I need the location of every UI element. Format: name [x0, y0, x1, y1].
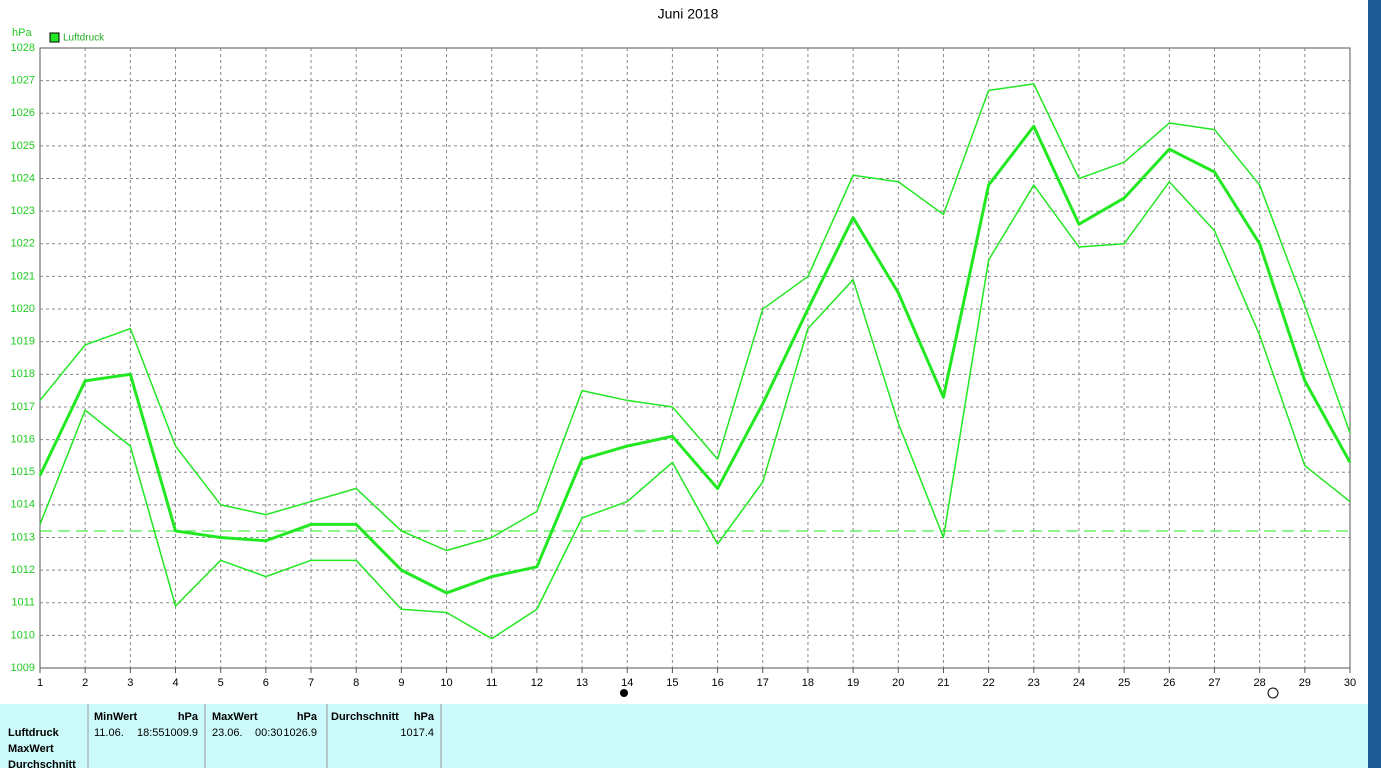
y-tick-label: 1014: [11, 499, 35, 511]
x-tick-label: 19: [847, 677, 859, 689]
x-tick-label: 4: [172, 677, 178, 689]
column-unit: hPa: [414, 711, 435, 723]
x-tick-label: 30: [1344, 677, 1356, 689]
cell-value: 1009.9: [164, 727, 198, 739]
x-tick-label: 29: [1299, 677, 1311, 689]
table-panel: [0, 704, 1368, 768]
column-header: MinWert: [94, 711, 138, 723]
x-tick-label: 1: [37, 677, 43, 689]
y-tick-label: 1009: [11, 662, 35, 674]
x-tick-label: 13: [576, 677, 588, 689]
row-label: Luftdruck: [8, 727, 60, 739]
mean-line: [38, 124, 1352, 595]
y-tick-label: 1018: [11, 368, 35, 380]
x-tick-label: 10: [440, 677, 452, 689]
y-tick-label: 1010: [11, 629, 35, 641]
min-line: [39, 181, 1351, 640]
x-tick-label: 3: [127, 677, 133, 689]
x-tick-label: 26: [1163, 677, 1175, 689]
x-tick-label: 18: [802, 677, 814, 689]
x-tick-label: 7: [308, 677, 314, 689]
x-tick-label: 17: [757, 677, 769, 689]
legend-label: Luftdruck: [63, 33, 105, 44]
x-tick-label: 2: [82, 677, 88, 689]
y-tick-label: 1013: [11, 531, 35, 543]
y-tick-label: 1012: [11, 564, 35, 576]
y-tick-label: 1011: [11, 597, 35, 609]
y-tick-label: 1021: [11, 270, 35, 282]
y-tick-label: 1022: [11, 238, 35, 250]
full-moon-icon: [1267, 687, 1279, 699]
y-tick-label: 1019: [11, 336, 35, 348]
desktop-edge: [1368, 0, 1381, 768]
table-dividers: [87, 704, 442, 768]
max-line: [39, 83, 1351, 552]
x-tick-label: 9: [398, 677, 404, 689]
y-tick-label: 1016: [11, 433, 35, 445]
column-header: MaxWert: [212, 711, 258, 723]
cell-date: 11.06.: [94, 727, 124, 739]
cell-value: 1026.9: [283, 727, 317, 739]
x-tick-label: 5: [218, 677, 224, 689]
x-tick-label: 21: [937, 677, 949, 689]
cell-time: 18:55: [137, 727, 165, 739]
x-tick-label: 12: [531, 677, 543, 689]
column-header: Durchschnitt: [331, 711, 399, 723]
y-tick-label: 1028: [11, 42, 35, 54]
x-tick-label: 20: [892, 677, 904, 689]
x-tick-label: 16: [711, 677, 723, 689]
x-tick-label: 14: [621, 677, 633, 689]
column-unit: hPa: [178, 711, 199, 723]
x-tick-label: 28: [1254, 677, 1266, 689]
y-tick-label: 1020: [11, 303, 35, 315]
cell-time: 00:30: [255, 727, 283, 739]
x-tick-label: 6: [263, 677, 269, 689]
x-tick-label: 15: [666, 677, 678, 689]
y-tick-label: 1024: [11, 172, 35, 184]
y-tick-label: 1026: [11, 107, 35, 119]
x-tick-label: 8: [353, 677, 359, 689]
y-tick-label: 1023: [11, 205, 35, 217]
new-moon-icon: [620, 689, 628, 697]
plot-frame: [39, 47, 1351, 669]
x-tick-label: 22: [982, 677, 994, 689]
y-tick-label: 1025: [11, 140, 35, 152]
y-unit: hPa: [12, 27, 32, 39]
legend-swatch: [49, 32, 60, 43]
row-label: MaxWert: [8, 743, 54, 755]
x-tick-label: 25: [1118, 677, 1130, 689]
cell-value: 1017.4: [400, 727, 434, 739]
y-tick-label: 1017: [11, 401, 35, 413]
x-tick-label: 11: [486, 677, 497, 689]
x-tick-label: 24: [1073, 677, 1085, 689]
y-tick-label: 1027: [11, 75, 35, 87]
chart-title: Juni 2018: [658, 6, 719, 22]
row-label: Durchschnitt: [8, 759, 76, 768]
cell-date: 23.06.: [212, 727, 243, 739]
x-tick-label: 23: [1028, 677, 1040, 689]
x-tick-label: 27: [1208, 677, 1220, 689]
y-tick-label: 1015: [11, 466, 35, 478]
column-unit: hPa: [297, 711, 318, 723]
